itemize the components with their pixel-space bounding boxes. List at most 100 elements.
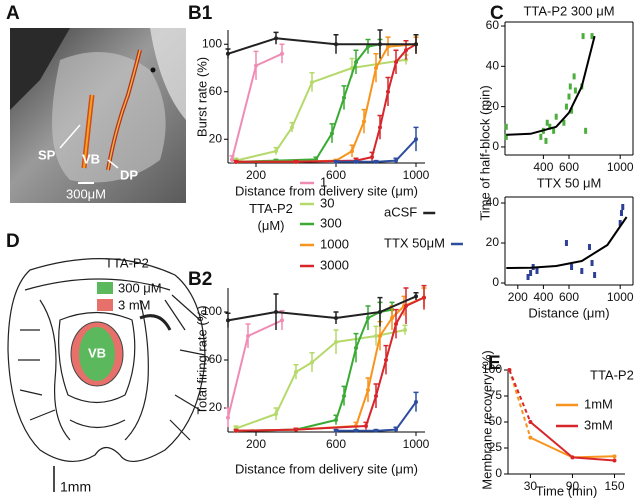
data-point [539,133,543,140]
y-tick-label: 25 [489,440,503,454]
data-point [386,89,390,94]
data-point [414,137,418,142]
data-point [230,157,234,162]
data-point [593,272,597,278]
data-point [581,33,585,40]
data-point [274,412,278,416]
data-point [334,316,338,320]
legend-label: 30 [320,195,334,210]
data-point [226,318,230,323]
series-line [529,421,574,459]
data-point [580,268,584,274]
data-point [342,394,346,398]
data-point [535,268,539,274]
data-point [414,294,418,299]
brain-schematic [7,258,206,462]
legend-label: TTX 50μM [384,235,445,250]
data-point [390,316,394,320]
panel-letter: E [488,353,501,374]
legend-label: 1 [320,174,327,189]
data-point [342,95,346,100]
data-point [621,204,625,210]
data-point [562,119,566,126]
legend-label: aCSF [384,204,417,219]
y-tick-label: 40 [486,195,500,209]
data-point [573,87,577,94]
data-point [354,428,358,433]
data-point [564,240,568,246]
data-point [404,48,408,53]
data-point [394,322,398,326]
series-line [506,35,596,136]
data-point [570,455,575,460]
x-tick-label: 1000 [403,168,430,182]
x-tick-label: 1000 [403,437,430,451]
panel-letter: B2 [188,269,212,290]
panel-letter: C [490,3,504,24]
chart-title: TTX 50 μM [537,175,602,190]
legend-label: 1000 [320,236,349,251]
x-tick-label: 400 [533,160,553,174]
data-point [334,340,338,344]
data-point [568,83,572,90]
y-tick-label: 0 [492,139,499,153]
data-point [378,334,382,338]
x-axis-label: Distance from delivery site (μm) [235,461,418,476]
y-tick-label: 20 [486,99,500,113]
data-point [504,133,508,140]
y-axis-label: Time of half-block (min) [477,85,492,220]
data-point [364,424,368,428]
data-point [414,400,418,404]
data-point [526,274,530,280]
x-tick-label: 600 [559,290,579,304]
legend-swatch [97,299,113,311]
scale-label: 300μM [66,186,106,201]
data-point [619,210,623,216]
data-point [529,270,533,276]
series-line [506,216,628,269]
data-point [334,42,338,47]
data-point [378,310,382,314]
x-tick-label: 90 [566,479,580,493]
series-line [508,369,532,438]
data-point [394,427,398,432]
panel-letter: D [6,231,20,252]
legend-title: TTA-P2 [105,255,149,270]
y-tick-label: 20 [209,131,223,145]
x-tick-label: 400 [533,290,553,304]
data-point [570,264,574,270]
data-point [384,358,388,362]
legend-title: TTA-P2 [590,367,634,382]
data-point [370,155,374,160]
data-point [618,220,622,226]
data-point [528,435,533,440]
data-point [374,159,378,164]
data-point [330,131,334,136]
series-line [529,436,573,459]
data-point [422,295,426,300]
y-axis-label: Total firing rate (%) [194,305,209,414]
y-tick-label: 60 [486,18,500,32]
y-tick-label: 100 [202,36,222,50]
legend-label: 1mM [584,396,613,411]
region-300um [79,327,115,381]
data-point [507,368,512,372]
y-tick-label: 100 [202,304,222,318]
panel-letter: B1 [188,3,213,24]
x-axis-label: Distance (μm) [528,305,609,320]
y-tick-label: 20 [209,400,223,414]
x-tick-label: 600 [326,437,346,451]
data-point [254,63,258,68]
scale-label: 1mm [60,479,91,495]
y-tick-label: 0 [492,275,499,289]
slice-image [10,28,186,203]
legend-swatch [97,282,113,294]
data-point [354,346,358,350]
data-point [572,73,576,80]
data-point [354,159,358,164]
region-label: DP [120,167,138,182]
region-label: VB [82,151,100,166]
x-tick-label: 200 [246,437,266,451]
